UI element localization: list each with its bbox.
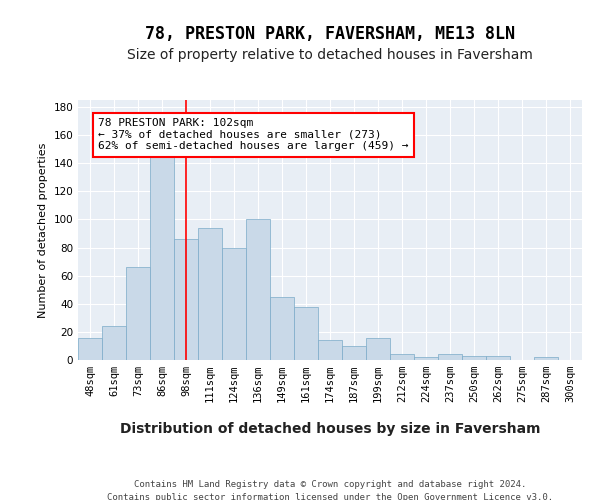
Bar	[486, 356, 510, 360]
Bar	[414, 357, 438, 360]
Text: 78, PRESTON PARK, FAVERSHAM, ME13 8LN: 78, PRESTON PARK, FAVERSHAM, ME13 8LN	[145, 25, 515, 43]
Bar	[438, 354, 462, 360]
Text: Distribution of detached houses by size in Faversham: Distribution of detached houses by size …	[120, 422, 540, 436]
Bar	[102, 326, 126, 360]
Text: 78 PRESTON PARK: 102sqm
← 37% of detached houses are smaller (273)
62% of semi-d: 78 PRESTON PARK: 102sqm ← 37% of detache…	[98, 118, 409, 152]
Bar	[174, 239, 198, 360]
Bar	[366, 338, 390, 360]
Y-axis label: Number of detached properties: Number of detached properties	[38, 142, 48, 318]
Bar	[198, 228, 222, 360]
Bar	[222, 248, 246, 360]
Bar	[390, 354, 414, 360]
Text: Size of property relative to detached houses in Faversham: Size of property relative to detached ho…	[127, 48, 533, 62]
Bar	[462, 356, 486, 360]
Bar	[270, 297, 294, 360]
Text: Contains HM Land Registry data © Crown copyright and database right 2024.
Contai: Contains HM Land Registry data © Crown c…	[107, 480, 553, 500]
Bar	[150, 155, 174, 360]
Bar	[534, 357, 558, 360]
Bar	[294, 306, 318, 360]
Bar	[318, 340, 342, 360]
Bar	[78, 338, 102, 360]
Bar	[246, 220, 270, 360]
Bar	[126, 267, 150, 360]
Bar	[342, 346, 366, 360]
